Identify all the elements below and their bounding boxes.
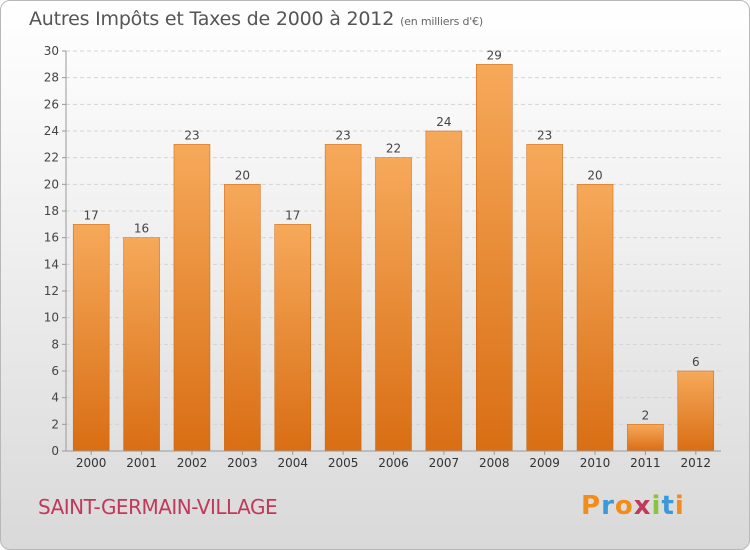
x-tick-label: 2011	[630, 456, 661, 470]
bar-value-label: 29	[487, 48, 502, 62]
bar-2012	[677, 370, 715, 452]
brand-logo-letter: i	[651, 491, 662, 521]
bar-2000	[72, 224, 110, 452]
brand-logo-letter: t	[661, 491, 675, 521]
y-tick-label: 26	[44, 97, 59, 111]
bar-value-label: 23	[184, 128, 199, 142]
x-tick-label: 2012	[681, 456, 712, 470]
y-tick-label: 14	[44, 257, 59, 271]
brand-logo-letter: r	[601, 491, 615, 521]
y-tick-label: 16	[44, 231, 59, 245]
bar-2003	[224, 184, 261, 452]
bar-2006	[375, 157, 412, 452]
bar-value-label: 20	[587, 168, 602, 182]
bar-2011	[627, 424, 664, 452]
bar-value-label: 24	[436, 115, 451, 129]
brand-logo: Proxiti	[581, 491, 685, 521]
town-name: SAINT-GERMAIN-VILLAGE	[38, 495, 278, 519]
bar-2007	[425, 130, 463, 452]
x-tick-label: 2007	[429, 456, 460, 470]
chart-title-text: Autres Impôts et Taxes de 2000 à 2012	[29, 8, 395, 30]
brand-logo-letter: o	[614, 491, 634, 521]
x-tick-label: 2010	[580, 456, 611, 470]
y-tick-label: 10	[44, 311, 59, 325]
bar-value-label: 17	[285, 208, 300, 222]
y-tick-label: 0	[51, 444, 59, 458]
chart-title: Autres Impôts et Taxes de 2000 à 2012 (en…	[29, 8, 483, 30]
x-tick-label: 2001	[126, 456, 157, 470]
brand-logo-letter: P	[581, 491, 602, 521]
bar-value-label: 6	[692, 355, 700, 369]
x-tick-label: 2003	[227, 456, 258, 470]
y-tick-label: 30	[44, 44, 59, 58]
bar-2001	[123, 237, 160, 452]
y-tick-label: 4	[51, 391, 59, 405]
y-tick-label: 24	[44, 124, 59, 138]
bars: 17 16 23 20 17 23 22 24 29 23 20 2 6	[72, 48, 715, 452]
bar-2008	[476, 64, 513, 452]
bar-2009	[526, 144, 563, 452]
x-tick-label: 2004	[277, 456, 308, 470]
chart-unit: (en milliers d'€)	[400, 15, 483, 28]
bar-value-label: 22	[386, 142, 401, 156]
bar-value-label: 20	[235, 168, 250, 182]
x-tick-label: 2002	[177, 456, 208, 470]
bar-2002	[173, 144, 211, 452]
bar-2004	[274, 224, 311, 452]
y-tick-label: 22	[44, 151, 59, 165]
y-tick-label: 20	[44, 177, 59, 191]
y-tick-label: 12	[44, 284, 59, 298]
brand-logo-letter: x	[633, 491, 652, 521]
y-tick-label: 2	[51, 417, 59, 431]
bar-value-label: 2	[642, 408, 650, 422]
x-tick-label: 2008	[479, 456, 510, 470]
bar-value-label: 16	[134, 222, 149, 236]
brand-logo-text: Proxiti	[581, 491, 685, 521]
brand-logo-letter: i	[674, 491, 685, 521]
bar-2005	[324, 144, 362, 452]
y-tick-label: 18	[44, 204, 59, 218]
x-tick-label: 2005	[328, 456, 359, 470]
bar-value-label: 23	[537, 128, 552, 142]
bar-value-label: 17	[84, 208, 99, 222]
bar-2010	[576, 184, 614, 452]
y-tick-label: 6	[51, 364, 59, 378]
y-tick-label: 8	[51, 337, 59, 351]
x-axis: 2000 2001 2002 2003 2004 2005 2006 2007 2008 2009…	[66, 450, 721, 470]
bar-value-label: 23	[335, 128, 350, 142]
x-tick-label: 2000	[76, 456, 107, 470]
x-tick-label: 2006	[378, 456, 409, 470]
y-tick-label: 28	[44, 71, 59, 85]
x-tick-label: 2009	[529, 456, 560, 470]
